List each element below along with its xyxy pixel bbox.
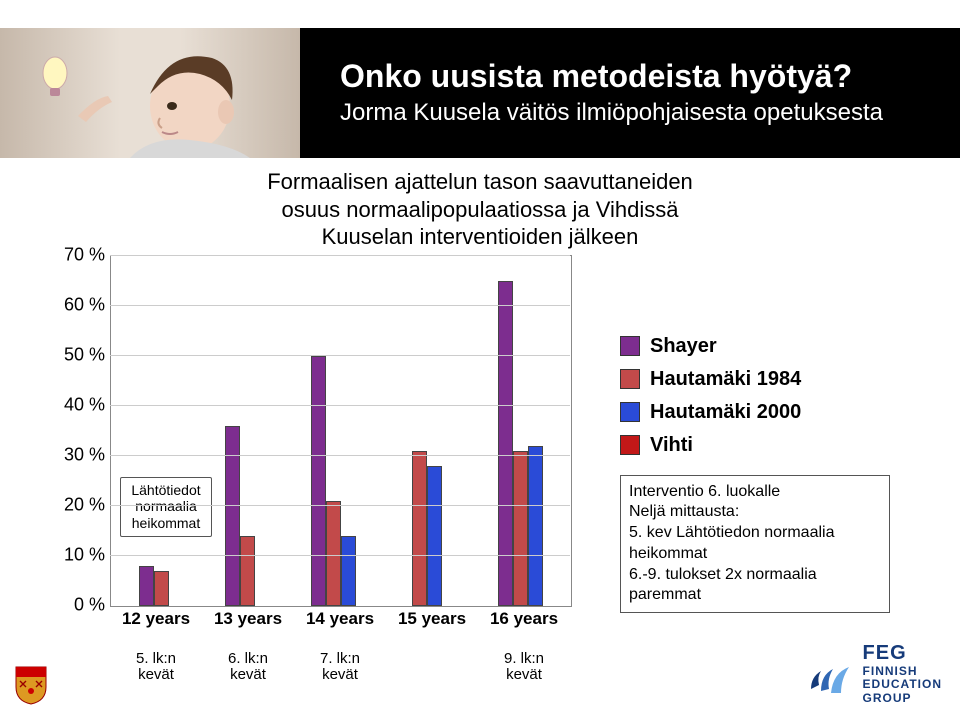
feg-logo: FEG FINNISH EDUCATION GROUP — [807, 642, 942, 706]
legend-row: Hautamäki 2000 — [620, 401, 890, 424]
banner-text: Onko uusista metodeista hyötyä? Jorma Ku… — [300, 58, 960, 128]
bar — [326, 501, 341, 606]
slide-title: Onko uusista metodeista hyötyä? — [340, 58, 960, 95]
y-tick-label: 40 % — [64, 394, 105, 415]
feg-line: FINNISH — [863, 665, 942, 679]
legend-swatch — [620, 336, 640, 356]
legend-label: Vihti — [650, 434, 693, 457]
slide-root: Onko uusista metodeista hyötyä? Jorma Ku… — [0, 0, 960, 720]
x-axis-labels: 12 years 13 years 14 years 15 years 16 years — [110, 609, 570, 629]
y-tick-label: 60 % — [64, 294, 105, 315]
bar — [341, 536, 356, 606]
bar — [139, 566, 154, 606]
legend-label: Hautamäki 1984 — [650, 368, 801, 391]
legend-swatch — [620, 402, 640, 422]
x-tick-label: 15 years — [392, 609, 472, 629]
bar-group — [311, 356, 356, 606]
slide-subtitle: Jorma Kuusela väitös ilmiöpohjaisesta op… — [340, 99, 960, 128]
title-banner: Onko uusista metodeista hyötyä? Jorma Ku… — [0, 28, 960, 158]
legend-note: Interventio 6. luokalle Neljä mittausta:… — [620, 475, 890, 614]
legend-label: Hautamäki 2000 — [650, 401, 801, 424]
gridline — [110, 555, 570, 556]
callout-line: Lähtötiedot — [131, 482, 200, 498]
x-tick-label: 14 years — [300, 609, 380, 629]
feg-line: GROUP — [863, 692, 942, 706]
chart-callout: Lähtötiedot normaalia heikommat — [120, 477, 212, 537]
feg-icon — [807, 651, 853, 697]
legend-label: Shayer — [650, 335, 717, 358]
bar — [240, 536, 255, 606]
caption-line: osuus normaalipopulaatiossa ja Vihdissä — [281, 197, 678, 222]
bar-group — [412, 451, 442, 606]
x-tick-sublabel: 6. lk:n kevät — [208, 651, 288, 684]
note-line: Neljä mittausta: — [629, 503, 739, 520]
gridline — [110, 405, 570, 406]
chart-and-legend: 0 %10 %20 %30 %40 %50 %60 %70 % 12 years… — [40, 255, 920, 645]
slide-body: Formaalisen ajattelun tason saavuttaneid… — [40, 168, 920, 645]
bar — [528, 446, 543, 606]
feg-text-block: FEG FINNISH EDUCATION GROUP — [863, 642, 942, 706]
gridline — [110, 505, 570, 506]
bar-group — [498, 281, 543, 606]
bar-group — [225, 426, 255, 606]
footer-left-logo — [14, 665, 48, 710]
chart-caption: Formaalisen ajattelun tason saavuttaneid… — [40, 168, 920, 251]
x-tick-label: 13 years — [208, 609, 288, 629]
gridline — [110, 455, 570, 456]
x-tick-sublabel: 5. lk:n kevät — [116, 651, 196, 684]
bar — [154, 571, 169, 606]
y-tick-label: 0 % — [74, 594, 105, 615]
caption-line: Kuuselan interventioiden jälkeen — [322, 224, 639, 249]
y-tick-label: 50 % — [64, 344, 105, 365]
bar-group — [139, 566, 169, 606]
hero-image — [0, 28, 300, 158]
x-tick-label: 12 years — [116, 609, 196, 629]
bar — [498, 281, 513, 606]
x-axis-sublabels: 5. lk:n kevät 6. lk:n kevät 7. lk:n kevät 9… — [110, 651, 570, 684]
x-tick-sublabel: 7. lk:n kevät — [300, 651, 380, 684]
footer-right-logo: FEG FINNISH EDUCATION GROUP — [807, 642, 942, 706]
legend: ShayerHautamäki 1984Hautamäki 2000Vihti … — [620, 335, 890, 614]
note-line: 6.-9. tulokset 2x normaalia paremmat — [629, 566, 817, 604]
note-line: Interventio 6. luokalle — [629, 483, 780, 500]
bar — [427, 466, 442, 606]
bar — [513, 451, 528, 606]
legend-items: Shayer Hautamäki 1984 Hautamäki 2000 Vihti — [620, 335, 890, 457]
x-tick-sublabel — [392, 651, 472, 684]
feg-line: EDUCATION — [863, 678, 942, 692]
bar-groups — [111, 256, 571, 606]
x-tick-sublabel: 9. lk:n kevät — [484, 651, 564, 684]
caption-line: Formaalisen ajattelun tason saavuttaneid… — [267, 169, 693, 194]
y-tick-label: 20 % — [64, 494, 105, 515]
gridline — [110, 355, 570, 356]
y-tick-label: 30 % — [64, 444, 105, 465]
bar — [412, 451, 427, 606]
bar — [311, 356, 326, 606]
legend-swatch — [620, 435, 640, 455]
bar-chart: 0 %10 %20 %30 %40 %50 %60 %70 % 12 years… — [40, 255, 600, 645]
x-tick-label: 16 years — [484, 609, 564, 629]
y-tick-label: 70 % — [64, 244, 105, 265]
bar — [225, 426, 240, 606]
y-tick-label: 10 % — [64, 544, 105, 565]
callout-line: heikommat — [132, 515, 200, 531]
child-illustration — [0, 28, 300, 158]
legend-row: Shayer — [620, 335, 890, 358]
legend-swatch — [620, 369, 640, 389]
callout-line: normaalia — [135, 498, 196, 514]
legend-row: Vihti — [620, 434, 890, 457]
legend-row: Hautamäki 1984 — [620, 368, 890, 391]
gridline — [110, 255, 570, 256]
shield-icon — [14, 665, 48, 705]
gridline — [110, 305, 570, 306]
note-line: 5. kev Lähtötiedon normaalia heikommat — [629, 524, 834, 562]
feg-big: FEG — [863, 642, 942, 665]
